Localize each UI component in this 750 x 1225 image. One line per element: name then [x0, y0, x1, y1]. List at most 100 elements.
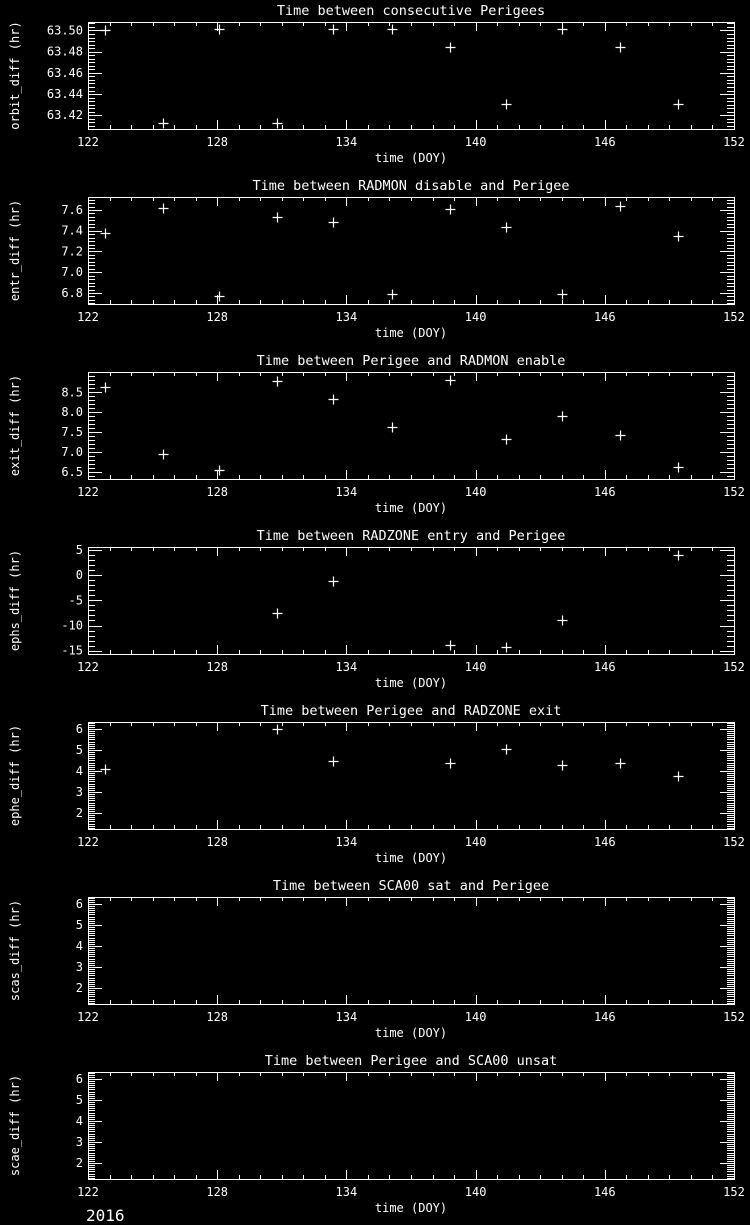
x-tick-label: 146 [594, 660, 616, 674]
x-tick-label: 122 [77, 1010, 99, 1024]
y-tick-label: 7.5 [61, 425, 83, 439]
y-tick-label: 63.48 [47, 45, 83, 59]
plot-title: Time between consecutive Perigees [277, 3, 545, 19]
x-axis-label: time (DOY) [375, 501, 447, 515]
x-tick-label: 152 [723, 485, 745, 499]
x-tick-label: 122 [77, 135, 99, 149]
data-points [100, 201, 684, 302]
plot-1: Time between consecutive Perigees 63.42 63… [8, 3, 745, 165]
y-tick-label: 6 [76, 1072, 83, 1086]
x-tick-label: 122 [77, 310, 99, 324]
data-points [100, 24, 684, 129]
y-tick-label: 7.2 [61, 244, 83, 258]
x-tick-label: 134 [336, 135, 358, 149]
axis-ticks [88, 547, 735, 654]
y-tick-label: 6 [76, 722, 83, 736]
y-tick-label: 7.0 [61, 265, 83, 279]
y-tick-label: 2 [76, 1156, 83, 1170]
y-tick-label: 4 [76, 1114, 83, 1128]
y-tick-label: 6.8 [61, 286, 83, 300]
x-tick-label: 152 [723, 135, 745, 149]
x-tick-label: 140 [465, 835, 487, 849]
y-tick-label: -15 [61, 644, 83, 658]
plot-3: Time between Perigee and RADMON enable 6.… [8, 353, 745, 515]
x-tick-label: 152 [723, 835, 745, 849]
axis-ticks [88, 197, 735, 304]
y-axis-label: orbit_diff (hr) [8, 21, 22, 129]
x-tick-label: 134 [336, 835, 358, 849]
y-axis-label: scas_diff (hr) [8, 900, 22, 1001]
x-tick-label: 128 [206, 1185, 228, 1199]
x-tick-label: 134 [336, 660, 358, 674]
x-axis-label: time (DOY) [375, 326, 447, 340]
y-tick-label: 2 [76, 806, 83, 820]
y-axis-label: ephs_diff (hr) [8, 550, 22, 651]
y-axis-label: exit_diff (hr) [8, 375, 22, 476]
data-points [100, 375, 684, 476]
y-tick-label: 5 [76, 1093, 83, 1107]
x-tick-label: 128 [206, 835, 228, 849]
x-tick-label: 140 [465, 135, 487, 149]
x-axis-label: time (DOY) [375, 676, 447, 690]
y-tick-label: 3 [76, 1135, 83, 1149]
x-tick-label: 134 [336, 1185, 358, 1199]
plot-title: Time between SCA00 sat and Perigee [273, 878, 549, 894]
y-tick-label: -5 [69, 593, 83, 607]
x-tick-label: 146 [594, 1010, 616, 1024]
x-tick-label: 128 [206, 135, 228, 149]
axis-ticks [88, 22, 735, 129]
x-tick-label: 122 [77, 485, 99, 499]
data-points [100, 724, 684, 782]
x-axis-label: time (DOY) [375, 851, 447, 865]
plot-frame [88, 722, 735, 830]
y-tick-label: 8.0 [61, 405, 83, 419]
plot-frame [88, 197, 735, 305]
plot-title: Time between Perigee and RADZONE exit [261, 703, 562, 719]
y-tick-label: 5 [76, 543, 83, 557]
x-tick-label: 152 [723, 660, 745, 674]
axis-ticks [88, 897, 735, 1004]
y-tick-label: 6.5 [61, 465, 83, 479]
plot-title: Time between Perigee and RADMON enable [257, 353, 566, 369]
x-tick-label: 134 [336, 485, 358, 499]
x-tick-label: 140 [465, 660, 487, 674]
year-label: 2016 [86, 1206, 125, 1225]
plot-title: Time between Perigee and SCA00 unsat [265, 1053, 558, 1069]
x-tick-label: 140 [465, 1185, 487, 1199]
y-tick-label: 2 [76, 981, 83, 995]
x-tick-label: 122 [77, 660, 99, 674]
y-tick-label: 63.44 [47, 87, 83, 101]
y-tick-label: 4 [76, 939, 83, 953]
y-tick-label: 6 [76, 897, 83, 911]
plot-5: Time between Perigee and RADZONE exit 2 3 4… [8, 703, 745, 865]
y-axis-label: entr_diff (hr) [8, 200, 22, 301]
x-tick-label: 128 [206, 485, 228, 499]
plot-4: Time between RADZONE entry and Perigee -1… [8, 528, 745, 690]
x-tick-label: 146 [594, 485, 616, 499]
plot-frame [88, 897, 735, 1005]
plot-title: Time between RADMON disable and Perigee [253, 178, 570, 194]
plot-frame [88, 22, 735, 130]
x-axis-label: time (DOY) [375, 1201, 447, 1215]
x-tick-label: 128 [206, 310, 228, 324]
x-axis-label: time (DOY) [375, 151, 447, 165]
plot-7: Time between Perigee and SCA00 unsat 2 3 4 5… [8, 1053, 745, 1215]
plot-frame [88, 372, 735, 480]
y-tick-label: 4 [76, 764, 83, 778]
x-tick-label: 152 [723, 1185, 745, 1199]
axis-ticks [88, 722, 735, 829]
x-tick-label: 140 [465, 1010, 487, 1024]
x-tick-label: 140 [465, 485, 487, 499]
x-tick-label: 128 [206, 660, 228, 674]
x-tick-label: 146 [594, 835, 616, 849]
axis-ticks [88, 372, 735, 479]
y-tick-label: 8.5 [61, 385, 83, 399]
y-tick-label: 7.4 [61, 224, 83, 238]
plot-title: Time between RADZONE entry and Perigee [257, 528, 566, 544]
x-tick-label: 140 [465, 310, 487, 324]
x-tick-label: 122 [77, 835, 99, 849]
axis-ticks [88, 1072, 735, 1179]
x-tick-label: 146 [594, 1185, 616, 1199]
x-tick-label: 122 [77, 1185, 99, 1199]
